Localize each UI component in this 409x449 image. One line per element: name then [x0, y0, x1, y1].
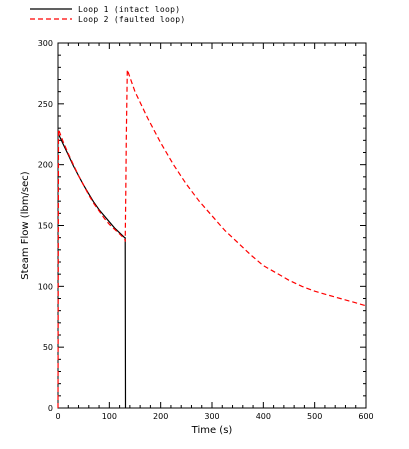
x-tick-label: 200 — [153, 412, 168, 421]
x-tick-label: 300 — [204, 412, 219, 421]
series-line-1 — [57, 132, 127, 409]
series-line-2 — [57, 69, 367, 409]
y-axis-ticks: 0 50 100 150 200 250 300 — [38, 39, 366, 413]
x-tick-label: 0 — [55, 412, 60, 421]
plot-frame — [57, 42, 367, 409]
series-layer — [57, 69, 367, 409]
y-tick-label: 150 — [38, 222, 53, 231]
x-tick-label: 500 — [307, 412, 322, 421]
y-tick-label: 0 — [48, 404, 53, 413]
legend-label-1: Loop 1 (intact loop) — [78, 5, 180, 14]
y-tick-label: 200 — [38, 161, 53, 170]
y-tick-label: 50 — [43, 343, 53, 352]
legend: Loop 1 (intact loop)Loop 2 (faulted loop… — [30, 5, 185, 24]
x-tick-label: 100 — [102, 412, 117, 421]
y-axis-label: Steam Flow (lbm/sec) — [20, 171, 31, 279]
x-axis-ticks: 0 100 200 300 400 500 600 — [55, 43, 374, 421]
x-axis-label: Time (s) — [191, 425, 233, 436]
y-tick-label: 100 — [38, 282, 53, 291]
x-tick-label: 600 — [358, 412, 373, 421]
y-tick-label: 250 — [38, 100, 53, 109]
y-tick-label: 300 — [38, 39, 53, 48]
x-tick-label: 400 — [256, 412, 271, 421]
legend-label-2: Loop 2 (faulted loop) — [78, 15, 185, 24]
